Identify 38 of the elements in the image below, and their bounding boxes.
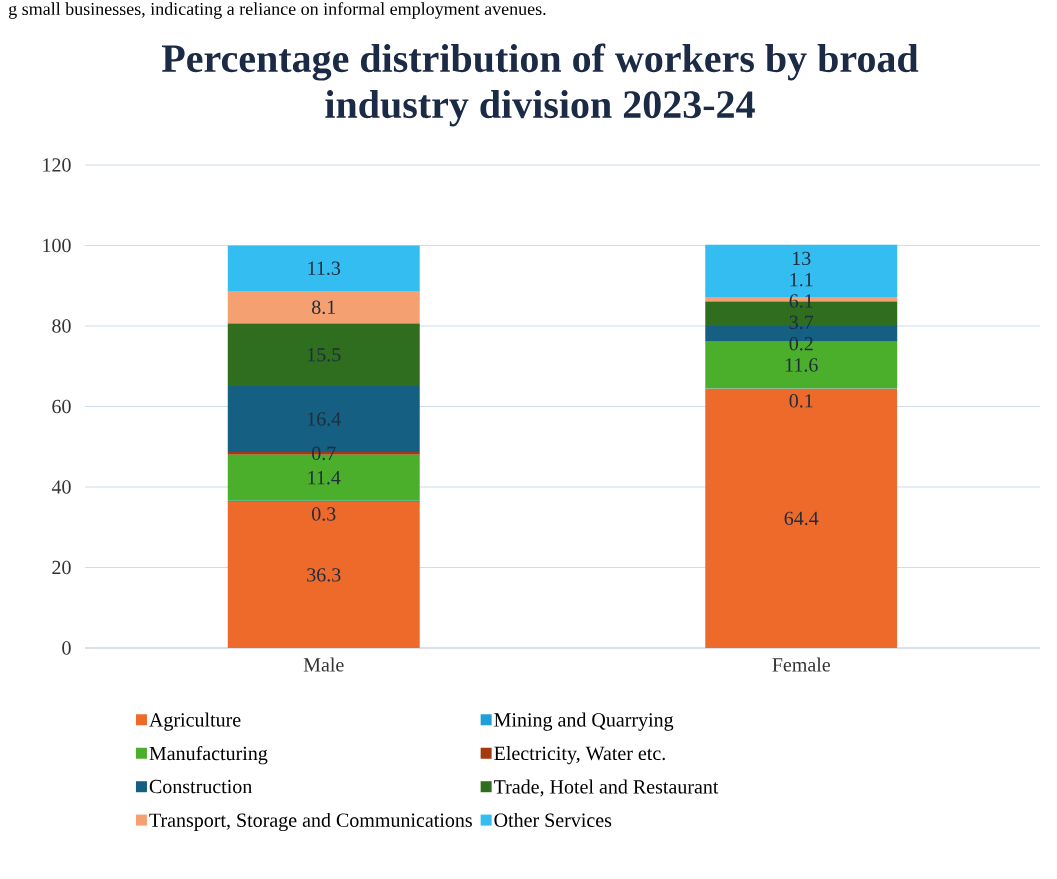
data-label: 0.7 bbox=[312, 446, 336, 461]
data-label: 11.3 bbox=[308, 261, 341, 275]
legend-label: Construction bbox=[149, 779, 252, 794]
data-label: 8.1 bbox=[312, 300, 336, 315]
y-tick-label: 100 bbox=[43, 238, 71, 253]
data-label: 1.1 bbox=[790, 272, 813, 287]
data-label: 64.4 bbox=[784, 511, 819, 526]
data-label: 16.4 bbox=[308, 412, 341, 426]
chart-title: Percentage distribution of workers by broad industry division 2023-24 bbox=[162, 43, 919, 127]
data-label: 0.1 bbox=[789, 394, 813, 408]
x-tick-label: Male bbox=[303, 657, 344, 672]
data-label: 6.1 bbox=[789, 294, 813, 308]
legend-label: Other Services bbox=[494, 812, 612, 827]
data-label: 0.3 bbox=[312, 507, 336, 521]
legend-label: Trade, Hotel and Restaurant bbox=[494, 779, 719, 797]
x-tick-label: Female bbox=[772, 657, 831, 672]
data-label: 36.3 bbox=[307, 568, 341, 582]
bar bbox=[705, 388, 898, 648]
y-tick-label: 120 bbox=[43, 158, 71, 172]
legend-label: Manufacturing bbox=[149, 745, 268, 765]
y-tick-label: 40 bbox=[51, 480, 71, 494]
bar bbox=[227, 501, 420, 648]
legend-label: Electricity, Water etc. bbox=[494, 746, 665, 765]
y-tick-label: 80 bbox=[52, 319, 71, 333]
y-tick-label: 20 bbox=[52, 560, 71, 575]
legend-label: Agriculture bbox=[149, 712, 241, 731]
bar bbox=[227, 290, 420, 324]
data-label: 15.5 bbox=[308, 348, 341, 362]
bar bbox=[227, 245, 420, 291]
y-tick-label: 60 bbox=[52, 399, 71, 414]
text: g small businesses, indicating a reliance on informal employment avenues. bbox=[8, 2, 546, 19]
bar bbox=[227, 323, 420, 386]
data-label: 13 bbox=[793, 251, 811, 266]
legend-label: Mining and Quarrying bbox=[494, 712, 674, 731]
data-label: 11.4 bbox=[308, 470, 341, 485]
legend-label: Transport, Storage and Communications bbox=[149, 812, 472, 832]
data-label: 11.6 bbox=[785, 358, 818, 372]
y-tick-label: 0 bbox=[62, 641, 71, 655]
